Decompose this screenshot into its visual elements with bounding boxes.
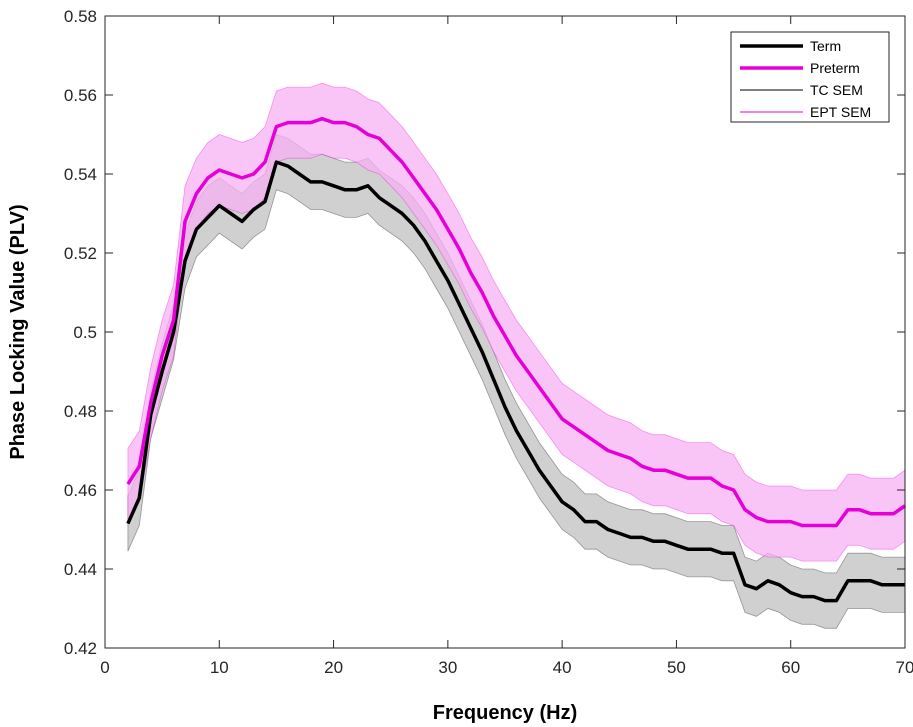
x-tick-label: 70 (896, 658, 913, 677)
legend-label-ept-sem: EPT SEM (810, 104, 871, 120)
legend-label-preterm: Preterm (810, 60, 860, 76)
legend-label-tc-sem: TC SEM (810, 82, 863, 98)
sem-band-ept-sem (127, 82, 906, 562)
x-tick-label: 10 (210, 658, 229, 677)
y-tick-label: 0.44 (64, 560, 97, 579)
y-tick-label: 0.56 (64, 86, 97, 105)
x-tick-label: 60 (781, 658, 800, 677)
y-tick-label: 0.46 (64, 481, 97, 500)
mean-lines (126, 116, 906, 603)
y-tick-label: 0.54 (64, 165, 97, 184)
y-tick-label: 0.48 (64, 402, 97, 421)
x-tick-label: 40 (553, 658, 572, 677)
y-tick-label: 0.52 (64, 244, 97, 263)
y-tick-label: 0.42 (64, 639, 97, 658)
x-axis-label: Frequency (Hz) (433, 702, 577, 724)
y-axis-label: Phase Locking Value (PLV) (7, 204, 29, 459)
legend: Term Preterm TC SEM EPT SEM (730, 31, 890, 123)
x-tick-label: 50 (667, 658, 686, 677)
legend-label-term: Term (810, 38, 841, 54)
line-preterm (126, 116, 906, 528)
x-tick-label: 20 (324, 658, 343, 677)
x-tick-label: 30 (438, 658, 457, 677)
x-tick-label: 0 (100, 658, 109, 677)
y-tick-label: 0.5 (73, 323, 97, 342)
line-term (126, 160, 905, 603)
y-tick-label: 0.58 (64, 7, 97, 26)
x-axis-ticks: 0 10 20 30 40 50 60 70 (100, 16, 913, 677)
y-axis-ticks: 0.42 0.44 0.46 0.48 0.5 0.52 0.54 0.56 0.58 (64, 7, 905, 658)
